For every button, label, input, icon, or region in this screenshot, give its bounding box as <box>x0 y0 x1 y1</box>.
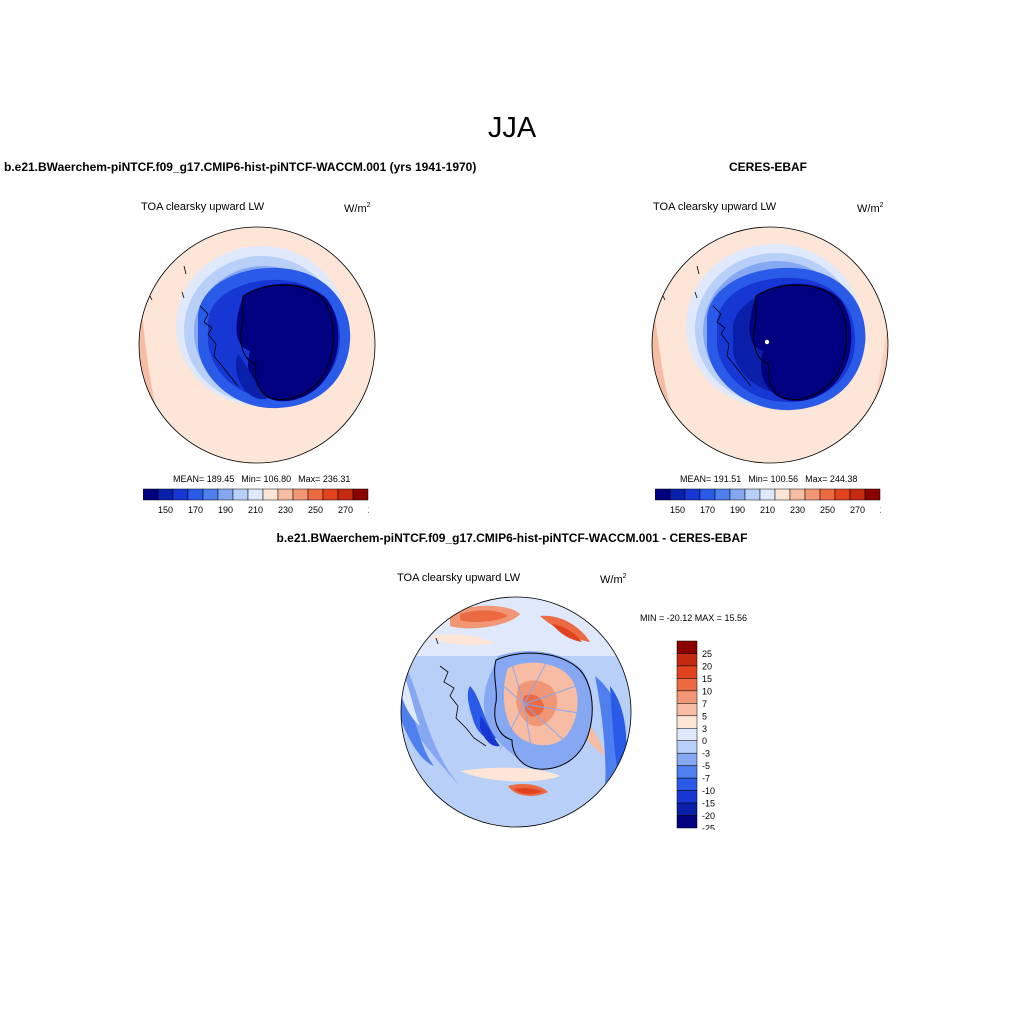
diff-colorbar-tick-label: 0 <box>702 736 707 746</box>
diff-colorbar-swatch <box>676 678 698 692</box>
model-colorbar-swatch <box>187 488 204 501</box>
season-title: JJA <box>487 112 537 144</box>
diff-colorbar-tick-label: -3 <box>702 749 710 759</box>
model-colorbar-tick-label: 170 <box>188 505 203 515</box>
diff-colorbar-swatch <box>676 765 698 779</box>
model-colorbar-swatch <box>337 488 354 501</box>
model-colorbar-swatch <box>143 488 159 501</box>
model-colorbar-tick-label: 250 <box>308 505 323 515</box>
model-colorbar-swatch <box>262 488 279 501</box>
model-colorbar-tick-label: 290 <box>368 505 369 515</box>
obs-colorbar-tick-label: 170 <box>700 505 715 515</box>
diff-colorbar-swatch <box>676 777 698 791</box>
diff-colorbar-tick-label: -7 <box>702 774 710 784</box>
model-colorbar-tick-label: 270 <box>338 505 353 515</box>
diff-colorbar-tick-label: 7 <box>702 699 707 709</box>
model-colorbar-tick-label: 150 <box>158 505 173 515</box>
model-colorbar-swatch <box>157 488 174 501</box>
obs-colorbar-swatch <box>669 488 686 501</box>
diff-colorbar-tick-label: 5 <box>702 711 707 721</box>
diff-colorbar-swatch <box>676 728 698 741</box>
obs-colorbar: 150 170 190 210 230 250 270 290 <box>655 488 881 515</box>
diff-colorbar: 25 20 15 10 7 5 3 0 -3 -5 -7 -10 -15 -20 -25 <box>676 640 715 831</box>
obs-colorbar-tick-label: 210 <box>760 505 775 515</box>
obs-colorbar-swatch <box>729 488 746 501</box>
diff-colorbar-swatch <box>676 640 698 654</box>
diff-units-label: W/m2 <box>600 573 627 586</box>
model-colorbar-swatch <box>247 488 264 501</box>
model-colorbar-tick-label: 230 <box>278 505 293 515</box>
obs-variable-label: TOA clearsky upward LW <box>653 201 777 213</box>
obs-colorbar-swatch <box>849 488 866 501</box>
diff-colorbar-swatch <box>676 665 698 679</box>
obs-colorbar-tick-label: 250 <box>820 505 835 515</box>
model-colorbar-swatch <box>202 488 219 501</box>
diff-colorbar-tick-label: -15 <box>702 799 715 809</box>
model-colorbar-swatch <box>322 488 339 501</box>
diff-colorbar-swatch <box>676 653 698 667</box>
obs-colorbar-swatch <box>804 488 821 501</box>
diff-panel-title: b.e21.BWaerchem-piNTCF.f09_g17.CMIP6-his… <box>276 531 748 545</box>
model-colorbar-swatch <box>352 488 369 501</box>
obs-colorbar-swatch <box>744 488 761 501</box>
obs-colorbar-swatch <box>699 488 716 501</box>
model-colorbar-swatch <box>232 488 249 501</box>
obs-colorbar-swatch <box>655 488 671 501</box>
obs-colorbar-swatch <box>789 488 806 501</box>
diff-colorbar-tick-label: -5 <box>702 761 710 771</box>
model-colorbar-swatch <box>217 488 234 501</box>
model-colorbar-swatch <box>172 488 189 501</box>
model-colorbar-swatch <box>277 488 294 501</box>
diff-colorbar-tick-label: 15 <box>702 674 712 684</box>
model-stats-line: MEAN= 189.45 Min= 106.80 Max= 236.31 <box>173 474 351 484</box>
diff-colorbar-swatch <box>676 815 698 829</box>
obs-polar-map <box>651 226 889 464</box>
diff-colorbar-swatch <box>676 802 698 816</box>
diff-colorbar-tick-label: 20 <box>702 661 712 671</box>
obs-colorbar-swatch <box>864 488 881 501</box>
diff-colorbar-swatch <box>676 690 698 704</box>
obs-colorbar-tick-label: 230 <box>790 505 805 515</box>
obs-stats-line: MEAN= 191.51 Min= 100.56 Max= 244.38 <box>680 474 858 484</box>
obs-colorbar-tick-label: 190 <box>730 505 745 515</box>
diff-colorbar-tick-label: -10 <box>702 786 715 796</box>
diff-colorbar-tick-label: 10 <box>702 686 712 696</box>
model-colorbar-tick-label: 210 <box>248 505 263 515</box>
diff-colorbar-swatch <box>676 790 698 804</box>
model-units-label: W/m2 <box>344 202 371 215</box>
diff-colorbar-swatch <box>676 740 698 754</box>
obs-colorbar-tick-label: 290 <box>880 505 881 515</box>
diff-colorbar-tick-label: 25 <box>702 649 712 659</box>
diff-colorbar-swatch <box>676 715 698 729</box>
model-polar-map <box>138 226 376 464</box>
diff-variable-label: TOA clearsky upward LW <box>397 572 521 584</box>
obs-colorbar-swatch <box>759 488 776 501</box>
model-colorbar-tick-label: 190 <box>218 505 233 515</box>
obs-colorbar-tick-label: 150 <box>670 505 685 515</box>
model-panel-title: b.e21.BWaerchem-piNTCF.f09_g17.CMIP6-his… <box>4 160 477 174</box>
diff-polar-map <box>400 596 632 828</box>
model-variable-label: TOA clearsky upward LW <box>141 201 265 213</box>
diff-colorbar-tick-label: -25 <box>702 824 715 831</box>
diff-colorbar-tick-label: -20 <box>702 811 715 821</box>
obs-colorbar-swatch <box>714 488 731 501</box>
obs-colorbar-tick-label: 270 <box>850 505 865 515</box>
model-colorbar-swatch <box>292 488 309 501</box>
diff-colorbar-tick-label: 3 <box>702 724 707 734</box>
obs-colorbar-swatch <box>684 488 701 501</box>
obs-colorbar-swatch <box>834 488 851 501</box>
model-colorbar-swatch <box>307 488 324 501</box>
obs-colorbar-swatch <box>819 488 836 501</box>
model-colorbar: 150 170 190 210 230 250 270 290 <box>143 488 369 515</box>
obs-colorbar-swatch <box>774 488 791 501</box>
diff-colorbar-swatch <box>676 703 698 717</box>
diff-minmax-label: MIN = -20.12 MAX = 15.56 <box>640 613 748 623</box>
obs-panel-title: CERES-EBAF <box>728 160 807 174</box>
diff-colorbar-swatch <box>676 752 698 766</box>
obs-units-label: W/m2 <box>857 202 884 215</box>
